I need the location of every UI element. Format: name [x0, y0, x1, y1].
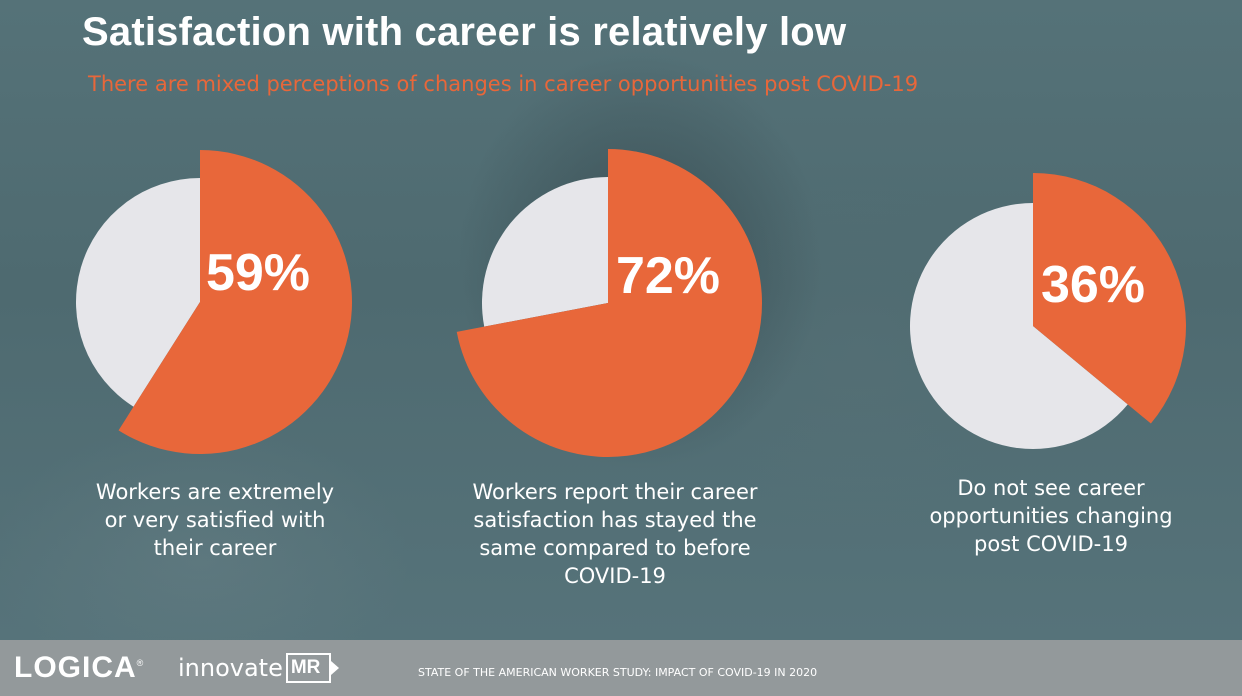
caption-3: Do not see career opportunities changing p… — [886, 474, 1216, 558]
caption-line: Workers report their career — [472, 480, 758, 504]
pie-slice-remainder — [75, 178, 200, 407]
pie-slice-highlight — [1033, 173, 1187, 424]
caption-line: Do not see career — [957, 476, 1145, 500]
page-title: Satisfaction with career is relatively l… — [82, 10, 847, 54]
caption-1: Workers are extremely or very satisfied w… — [50, 478, 380, 562]
pie-chart-2: 72% — [456, 149, 763, 457]
footer-bar — [0, 640, 1242, 696]
caption-line: satisfaction has stayed the — [473, 508, 757, 532]
caption-line: COVID-19 — [564, 564, 666, 588]
pie-charts: 59% 72% 36% — [75, 149, 1187, 457]
study-footer-text: STATE OF THE AMERICAN WORKER STUDY: IMPA… — [418, 666, 818, 679]
percentage-label: 36% — [1041, 256, 1145, 314]
caption-line: or very satisfied with — [104, 508, 326, 532]
caption-line: post COVID-19 — [974, 532, 1128, 556]
pie-slice-remainder — [481, 177, 608, 327]
caption-line: Workers are extremely — [95, 480, 335, 504]
pie-chart-1: 59% — [75, 150, 352, 454]
logica-logo: LOGICA® — [14, 651, 145, 684]
percentage-label: 59% — [206, 244, 310, 302]
innovatemr-logo: innovate MR — [178, 653, 339, 683]
pie-slice-highlight — [456, 149, 763, 457]
caption-2: Workers report their career satisfaction … — [450, 478, 780, 590]
page-subtitle: There are mixed perceptions of changes i… — [88, 72, 919, 96]
pie-chart-3: 36% — [909, 173, 1187, 450]
pie-slice-remainder — [909, 203, 1128, 450]
caption-line: same compared to before — [479, 536, 751, 560]
caption-line: opportunities changing — [929, 504, 1173, 528]
percentage-label: 72% — [616, 247, 720, 305]
pie-slice-highlight — [118, 150, 352, 454]
caption-line: their career — [153, 536, 277, 560]
